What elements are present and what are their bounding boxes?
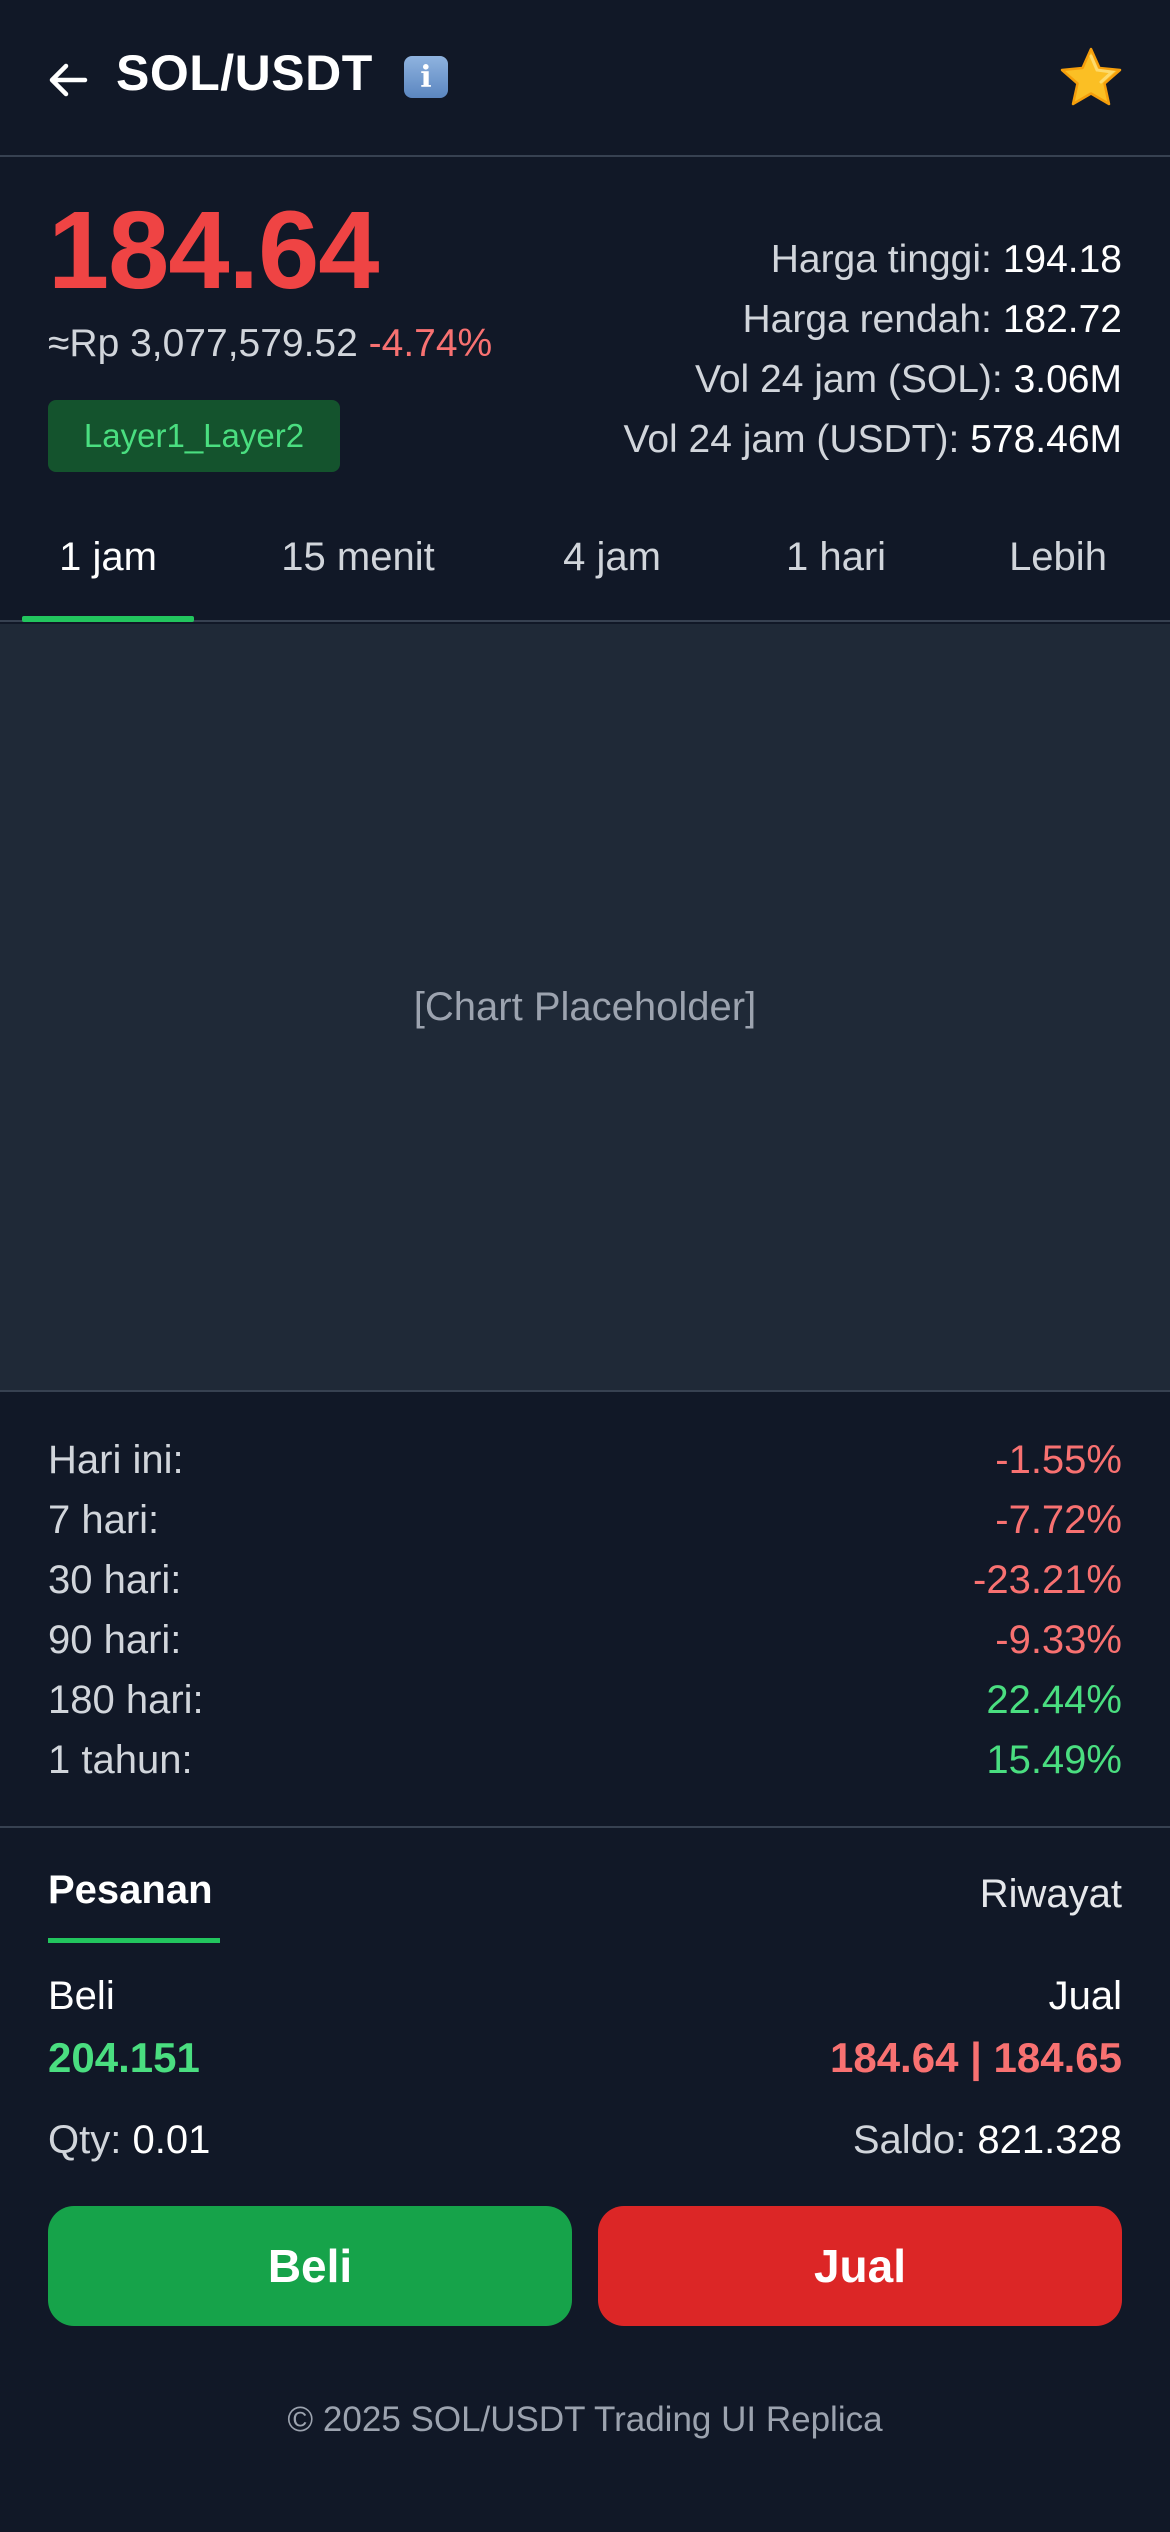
- stat-value: 182.72: [1002, 298, 1122, 341]
- stat-volume-sol: Vol 24 jam (SOL): 3.06M: [623, 350, 1122, 410]
- performance-row: 90 hari: -9.33%: [48, 1610, 1122, 1670]
- chart-placeholder-text: [Chart Placeholder]: [413, 984, 757, 1029]
- period-label: 1 tahun:: [48, 1737, 193, 1782]
- stat-value: 3.06M: [1013, 358, 1122, 401]
- stat-label: Harga rendah:: [742, 298, 992, 341]
- stat-volume-usdt: Vol 24 jam (USDT): 578.46M: [623, 410, 1122, 470]
- period-change: -1.55%: [995, 1437, 1122, 1482]
- price-conversion: ≈Rp 3,077,579.52 -4.74%: [48, 322, 492, 366]
- tab-1-hari[interactable]: 1 hari: [785, 534, 887, 579]
- price-chart[interactable]: [Chart Placeholder]: [0, 624, 1170, 1392]
- stat-value: 578.46M: [970, 418, 1122, 461]
- buy-button[interactable]: Beli: [48, 2206, 572, 2326]
- performance-list: Hari ini: -1.55% 7 hari: -7.72% 30 hari:…: [48, 1430, 1122, 1790]
- favorite-button[interactable]: [1058, 46, 1124, 110]
- buy-label: Beli: [48, 1974, 115, 2018]
- period-change: -7.72%: [995, 1497, 1122, 1542]
- period-label: 30 hari:: [48, 1557, 182, 1602]
- stat-low: Harga rendah: 182.72: [623, 290, 1122, 350]
- period-label: Hari ini:: [48, 1437, 184, 1482]
- period-label: 90 hari:: [48, 1617, 182, 1662]
- balance-info: Saldo: 821.328: [853, 2118, 1122, 2163]
- performance-row: Hari ini: -1.55%: [48, 1430, 1122, 1490]
- period-label: 7 hari:: [48, 1497, 160, 1542]
- tab-4-jam[interactable]: 4 jam: [563, 534, 661, 579]
- market-stats: Harga tinggi: 194.18 Harga rendah: 182.7…: [623, 230, 1122, 470]
- sell-label: Jual: [1048, 1974, 1122, 2018]
- interval-tabs: 1 jam 15 menit 4 jam 1 hari Lebih: [0, 494, 1170, 622]
- stat-label: Harga tinggi:: [770, 238, 992, 281]
- star-icon: [1060, 47, 1122, 106]
- quantity-info: Qty: 0.01: [48, 2118, 210, 2163]
- performance-row: 1 tahun: 15.49%: [48, 1730, 1122, 1790]
- tab-1-jam[interactable]: 1 jam: [22, 494, 194, 622]
- performance-row: 7 hari: -7.72%: [48, 1490, 1122, 1550]
- price-change-percent: -4.74%: [368, 322, 493, 365]
- qty-value: 0.01: [132, 2118, 211, 2162]
- balance-label: Saldo:: [852, 2118, 967, 2162]
- tab-15-menit[interactable]: 15 menit: [281, 534, 435, 579]
- back-button[interactable]: [40, 52, 96, 108]
- category-badge[interactable]: Layer1_Layer2: [48, 400, 340, 472]
- performance-row: 180 hari: 22.44%: [48, 1670, 1122, 1730]
- performance-row: 30 hari: -23.21%: [48, 1550, 1122, 1610]
- period-label: 180 hari:: [48, 1677, 204, 1722]
- approx-idr-value: ≈Rp 3,077,579.52: [48, 322, 358, 365]
- tab-pesanan[interactable]: Pesanan: [48, 1868, 220, 1943]
- qty-label: Qty:: [48, 2118, 122, 2162]
- stat-value: 194.18: [1002, 238, 1122, 281]
- header-bar: SOL/USDT i: [0, 0, 1170, 157]
- stat-label: Vol 24 jam (USDT):: [623, 418, 960, 461]
- info-icon[interactable]: i: [404, 56, 448, 98]
- stat-high: Harga tinggi: 194.18: [623, 230, 1122, 290]
- stat-label: Vol 24 jam (SOL):: [694, 358, 1003, 401]
- sell-button[interactable]: Jual: [598, 2206, 1122, 2326]
- period-change: -9.33%: [995, 1617, 1122, 1662]
- last-price: 184.64: [48, 189, 379, 312]
- footer-text: © 2025 SOL/USDT Trading UI Replica: [287, 2400, 883, 2439]
- arrow-left-icon: [49, 63, 88, 97]
- balance-value: 821.328: [977, 2118, 1122, 2162]
- period-change: 15.49%: [986, 1737, 1122, 1782]
- period-change: 22.44%: [986, 1677, 1122, 1722]
- buy-price: 204.151: [48, 2034, 200, 2081]
- tab-riwayat[interactable]: Riwayat: [979, 1872, 1122, 1916]
- section-divider: [0, 1826, 1170, 1828]
- period-change: -23.21%: [973, 1557, 1122, 1602]
- sell-price: 184.64 | 184.65: [829, 2034, 1122, 2081]
- pair-title: SOL/USDT: [116, 45, 373, 101]
- tab-lebih[interactable]: Lebih: [1009, 534, 1107, 579]
